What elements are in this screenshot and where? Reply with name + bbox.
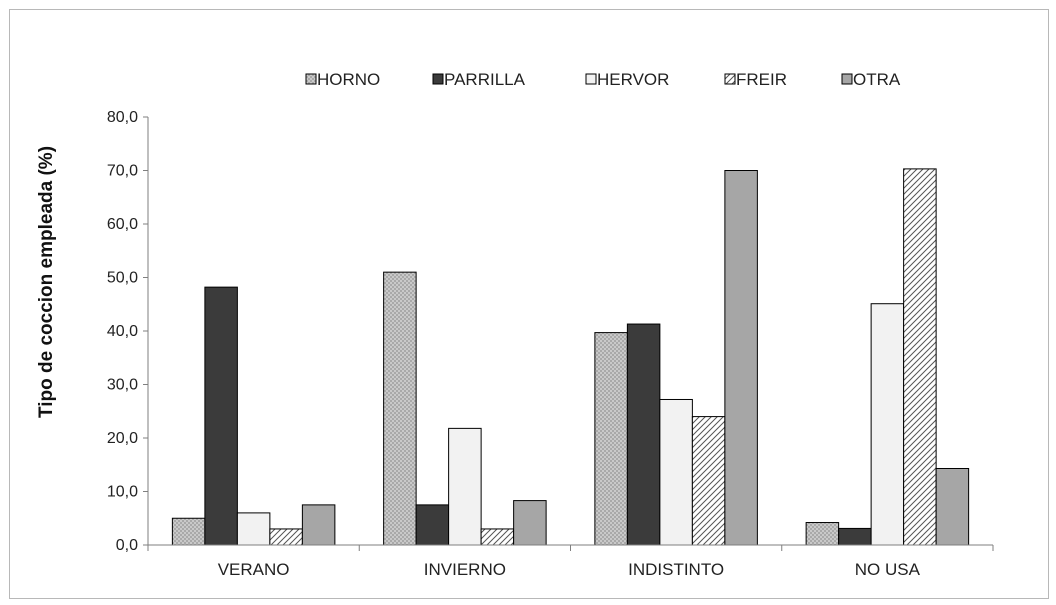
y-axis-title: Tipo de coccion empleada (%)	[36, 146, 57, 418]
bar-horno-invierno	[383, 271, 417, 546]
y-tick-label: 50,0	[107, 270, 138, 287]
legend-item-freir: FREIR	[724, 70, 787, 89]
legend-label: HERVOR	[597, 70, 669, 89]
y-tick-label: 60,0	[107, 216, 138, 233]
legend-swatch	[432, 73, 444, 85]
bar-hervor-verano	[236, 512, 271, 546]
y-tick-label: 40,0	[107, 323, 138, 340]
legend-swatch	[841, 73, 853, 85]
legend-label: FREIR	[736, 70, 787, 89]
x-tick-label: INDISTINTO	[628, 560, 724, 579]
bar-otra-invierno	[513, 500, 547, 546]
bar-parrilla-indistinto	[626, 323, 661, 546]
legend: HORNO PARRILLA HERVOR FREIR OTRA	[305, 70, 901, 89]
x-axis: VERANO INVIERNO INDISTINTO NO USA	[147, 544, 994, 579]
legend-item-otra: OTRA	[841, 70, 901, 89]
legend-swatch	[724, 73, 736, 85]
chart-frame	[9, 9, 1049, 599]
bar-otra-indistinto	[724, 170, 758, 546]
y-tick-label: 70,0	[107, 163, 138, 180]
y-tick-label: 20,0	[107, 430, 138, 447]
bar-parrilla-no-usa	[838, 527, 872, 546]
bar-horno-indistinto	[594, 332, 628, 546]
bar-freir-indistinto	[691, 416, 726, 546]
legend-swatch	[585, 73, 597, 85]
bar-otra-no-usa	[935, 467, 970, 546]
legend-item-horno: HORNO	[305, 70, 380, 89]
bar-otra-verano	[301, 504, 336, 546]
x-tick-label: NO USA	[855, 560, 921, 579]
bars	[171, 168, 970, 546]
y-tick-label: 10,0	[107, 484, 138, 501]
y-tick-label: 30,0	[107, 377, 138, 394]
bar-freir-no-usa	[903, 168, 937, 546]
y-axis: 0,0 10,0 20,0 30,0 40,0 50,0 60,0 70,0 80,0	[107, 109, 149, 554]
legend-item-parrilla: PARRILLA	[432, 70, 526, 89]
legend-label: PARRILLA	[444, 70, 526, 89]
bar-hervor-invierno	[448, 427, 482, 546]
legend-item-hervor: HERVOR	[585, 70, 669, 89]
bar-parrilla-invierno	[415, 504, 450, 546]
y-tick-label: 0,0	[116, 537, 138, 554]
bar-parrilla-verano	[204, 286, 238, 546]
legend-label: HORNO	[317, 70, 380, 89]
bar-hervor-no-usa	[870, 303, 905, 546]
legend-swatch	[305, 73, 317, 85]
y-tick-label: 80,0	[107, 109, 138, 126]
x-tick-label: INVIERNO	[424, 560, 506, 579]
bar-hervor-indistinto	[659, 398, 693, 546]
bar-freir-verano	[269, 528, 303, 546]
bar-horno-no-usa	[805, 522, 840, 546]
legend-label: OTRA	[853, 70, 901, 89]
bar-freir-invierno	[480, 528, 515, 546]
bar-horno-verano	[171, 517, 206, 546]
x-tick-label: VERANO	[218, 560, 290, 579]
